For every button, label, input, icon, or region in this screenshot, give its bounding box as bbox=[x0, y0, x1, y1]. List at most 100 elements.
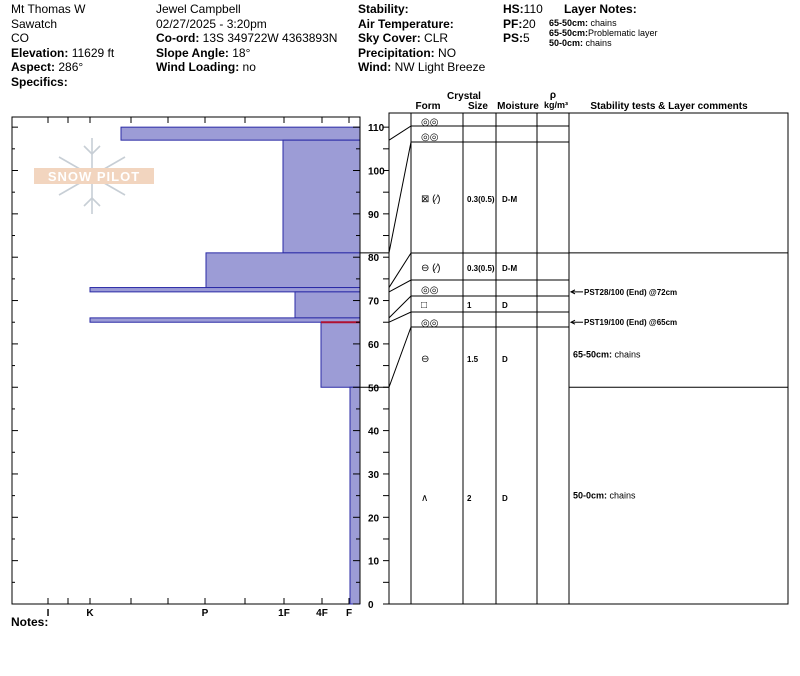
grain-form: ◎◎ bbox=[421, 285, 438, 296]
moisture-value: D-M bbox=[502, 195, 517, 204]
grain-form: ∧ bbox=[421, 493, 428, 504]
layer-notes: Layer Notes: 65-50cm: chains 65-50cm:Pro… bbox=[549, 2, 658, 48]
wind-loading-value: no bbox=[242, 60, 256, 74]
state: CO bbox=[11, 31, 29, 45]
grain-size: 1.5 bbox=[467, 355, 479, 364]
moisture-value: D bbox=[502, 301, 508, 310]
depth-label: 40 bbox=[368, 427, 380, 438]
pf-label: PF: bbox=[503, 16, 523, 31]
grain-form: ◎◎ bbox=[421, 318, 438, 329]
hardness-label: P bbox=[202, 608, 209, 619]
observation-info: Jewel Campbell 02/27/2025 - 3:20pm Co-or… bbox=[156, 2, 337, 75]
layer-boundary bbox=[388, 326, 569, 388]
depth-label: 100 bbox=[368, 167, 385, 178]
hardness-bar bbox=[320, 321, 361, 388]
comment-range: 50-0cm: bbox=[573, 491, 610, 501]
hardness-top-ticks bbox=[47, 117, 350, 604]
hs-label: HS: bbox=[503, 2, 524, 16]
stability-arrowhead bbox=[569, 319, 576, 325]
moisture-value: D bbox=[502, 494, 508, 503]
depth-label: 110 bbox=[368, 123, 385, 134]
aspect-label: Aspect: bbox=[11, 60, 56, 74]
depth-label: 20 bbox=[368, 513, 380, 524]
layer-note-range: 65-50cm: bbox=[549, 27, 589, 38]
depth-label: 80 bbox=[368, 253, 380, 264]
site-info: Mt Thomas W Sawatch CO Elevation: 11629 … bbox=[11, 2, 114, 89]
comment-text: chains bbox=[610, 491, 637, 501]
aspect-value: 286° bbox=[58, 60, 84, 74]
wind-value: NW Light Breeze bbox=[394, 60, 486, 74]
depth-label: 50 bbox=[368, 383, 380, 394]
moisture-header: Moisture bbox=[497, 101, 539, 112]
ps-value: 5 bbox=[523, 31, 530, 45]
grain-size: 1 bbox=[467, 301, 472, 310]
hardness-bar bbox=[89, 317, 361, 323]
size-header: Size bbox=[468, 101, 488, 112]
snowpilot-logo: SNOW PILOT bbox=[34, 138, 154, 214]
stability-test-label: PST19/100 (End) @65cm bbox=[584, 318, 677, 327]
hardness-label: I bbox=[47, 608, 50, 619]
observer-name: Jewel Campbell bbox=[156, 2, 241, 16]
specifics-label: Specifics: bbox=[11, 74, 68, 89]
layer-notes-title: Layer Notes: bbox=[564, 2, 637, 16]
slope-label: Slope Angle: bbox=[156, 45, 229, 60]
density-unit-header: kg/m³ bbox=[544, 100, 568, 110]
depth-label: 0 bbox=[368, 600, 374, 611]
grain-form: ◎◎ bbox=[421, 132, 438, 143]
logo-text: SNOW PILOT bbox=[48, 169, 140, 184]
layer-note-text: chains bbox=[585, 37, 612, 48]
weather-info: Stability: Air Temperature: Sky Cover: C… bbox=[358, 2, 485, 75]
mountain-range: Sawatch bbox=[11, 16, 58, 31]
layer-note-range: 50-0cm: bbox=[549, 37, 584, 48]
notes: Notes: bbox=[11, 615, 48, 630]
crystal-header: Crystal bbox=[447, 91, 481, 102]
stability-arrowhead bbox=[569, 289, 576, 295]
grain-form: ⊖ bbox=[421, 354, 429, 365]
elevation-value: 11629 ft bbox=[71, 45, 115, 60]
slope-value: 18° bbox=[232, 45, 251, 60]
hardness-bar bbox=[294, 291, 361, 319]
layer-boundary bbox=[388, 279, 569, 293]
coord-label: Co-ord: bbox=[156, 31, 200, 45]
hardness-label: F bbox=[346, 608, 352, 619]
hardness-bars bbox=[89, 126, 361, 605]
layer-boundary bbox=[388, 141, 569, 253]
hardness-bar bbox=[282, 139, 361, 254]
layer-boundaries bbox=[360, 125, 788, 388]
grain-form: ◎◎ bbox=[421, 117, 438, 128]
grain-size: 0.3(0.5) bbox=[467, 264, 495, 273]
layer-note-text: chains bbox=[590, 17, 617, 28]
grain-form: □ bbox=[421, 300, 427, 311]
rho-header: ρ bbox=[550, 90, 556, 101]
grain-form: ⊠ (⁄) bbox=[421, 194, 441, 205]
stability-label: Stability: bbox=[358, 2, 409, 16]
notes-label: Notes: bbox=[11, 615, 49, 629]
layer-boundary bbox=[388, 295, 569, 319]
layer-comment: 65-50cm: chains bbox=[573, 350, 641, 360]
hardness-bar bbox=[205, 252, 361, 289]
wind-loading-label: Wind Loading: bbox=[156, 60, 240, 74]
hardness-label: 4F bbox=[316, 608, 328, 619]
layer-boundary bbox=[388, 252, 569, 288]
sky-label: Sky Cover: bbox=[358, 31, 421, 45]
depth-label: 60 bbox=[368, 340, 380, 351]
hardness-label: K bbox=[86, 608, 94, 619]
hardness-bar bbox=[120, 126, 361, 141]
logo-band bbox=[34, 168, 154, 184]
layer-comment: 50-0cm: chains bbox=[573, 491, 636, 501]
air-temp-label: Air Temperature: bbox=[358, 16, 454, 31]
moisture-value: D-M bbox=[502, 264, 517, 273]
depth-label: 90 bbox=[368, 210, 380, 221]
depth-label: 30 bbox=[368, 470, 380, 481]
pf-value: 20 bbox=[522, 16, 536, 31]
precip-value: NO bbox=[438, 45, 457, 60]
form-header: Form bbox=[416, 101, 441, 112]
grain-form: ⊖ (⁄) bbox=[421, 263, 441, 274]
moisture-value: D bbox=[502, 355, 508, 364]
sky-value: CLR bbox=[424, 31, 449, 45]
hardness-axis-labels: I K P 1F 4F F bbox=[47, 608, 352, 619]
comments-header: Stability tests & Layer comments bbox=[590, 101, 748, 112]
layer-note-text: Problematic layer bbox=[588, 27, 658, 38]
stability-test-label: PST28/100 (End) @72cm bbox=[584, 288, 677, 297]
depth-label: 10 bbox=[368, 557, 380, 568]
